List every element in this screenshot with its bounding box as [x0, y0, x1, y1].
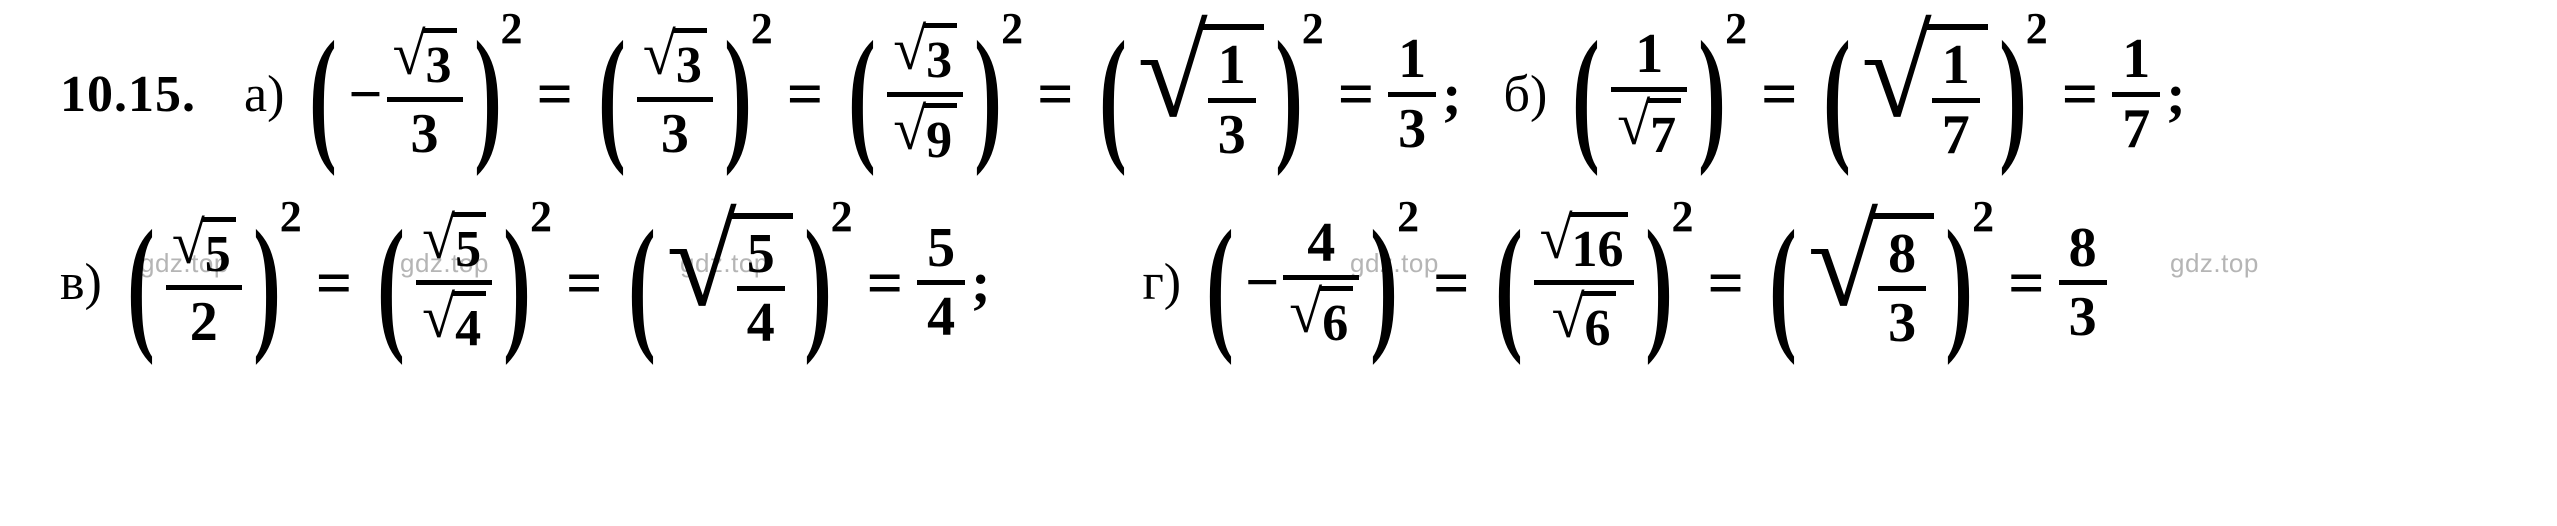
equals: = — [536, 57, 572, 131]
equation-row-2: в) ( √5 2 ) 2 = ( √5 √ — [60, 209, 2497, 358]
neg-sign: − — [348, 60, 382, 129]
g-step1: ( − 4 √6 ) 2 — [1195, 214, 1419, 353]
exponent: 2 — [500, 3, 522, 54]
rparen: ) — [474, 40, 501, 148]
a-step3: ( √3 √9 ) 2 — [837, 20, 1023, 169]
v-step3: ( √ 5 4 ) 2 — [617, 213, 853, 354]
problem-number: 10.15. — [60, 65, 196, 124]
part-b-label: б) — [1504, 65, 1548, 124]
v-step1: ( √5 2 ) 2 — [116, 214, 302, 353]
a-result: 1 3 — [1388, 30, 1436, 159]
page: gdz.top gdz.top gdz.top gdz.top gdz.top … — [0, 0, 2557, 526]
a-step1: ( − √ 3 3 ) 2 — [298, 25, 522, 164]
g-step3: ( √ 8 3 ) 2 — [1758, 213, 1994, 354]
equation-row-1: 10.15. а) ( − √ 3 3 ) 2 = ( — [60, 20, 2497, 169]
g-result: 8 3 — [2059, 219, 2107, 348]
g-step2: ( √16 √6 ) 2 — [1484, 209, 1694, 358]
b-step2: ( √ 1 7 ) 2 — [1812, 24, 2048, 165]
lparen: ( — [310, 40, 337, 148]
part-a-label: а) — [244, 65, 284, 124]
v-step2: ( √5 √4 ) 2 — [366, 209, 552, 358]
sqrt: √ 3 — [393, 28, 457, 94]
b-result: 1 7 — [2112, 30, 2160, 159]
a-step2: ( √3 3 ) 2 — [587, 25, 773, 164]
b-step1: ( 1 √7 ) 2 — [1561, 25, 1747, 164]
semicolon: ; — [1442, 61, 1461, 128]
a-step4: ( √ 1 3 ) 2 — [1088, 24, 1324, 165]
v-result: 5 4 — [917, 219, 965, 348]
part-v-label: в) — [60, 253, 102, 312]
sqrt-of-fraction: √ 1 3 — [1138, 24, 1264, 165]
fraction: √ 3 3 — [387, 25, 463, 164]
part-g-label: г) — [1142, 253, 1181, 312]
